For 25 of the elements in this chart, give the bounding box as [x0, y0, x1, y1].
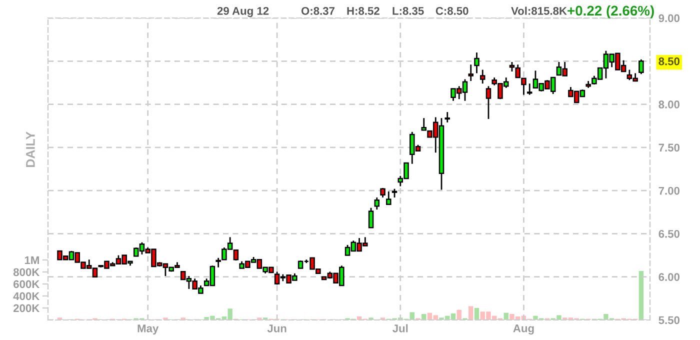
y2-tick-label: 400K: [13, 292, 40, 300]
text: O:8.37: [301, 7, 334, 15]
text: L:8.35: [392, 7, 424, 15]
x-tick-label: Jul: [392, 324, 408, 332]
x-tick-label: May: [138, 324, 159, 335]
y-tick-label: 5.50: [658, 316, 680, 324]
y2-tick-label: 1M: [24, 256, 39, 264]
y-tick-label: 8.50: [658, 57, 680, 66]
y2-tick-label: 800K: [13, 268, 40, 276]
y2-tick-label: 200K: [13, 304, 40, 312]
y2-tick-label: 600K: [14, 280, 40, 288]
text: C:8.50: [436, 7, 468, 15]
y-tick-label: 8.00: [658, 100, 680, 108]
x-tick-label: Jun: [267, 324, 286, 332]
text: H:8.52: [347, 7, 380, 15]
text: Vol:815.8K: [511, 6, 567, 15]
x-tick-label: Aug: [513, 324, 534, 335]
annotation: +0.22 (2.66%): [568, 5, 654, 18]
y-tick-label: 6.00: [658, 273, 680, 281]
text: DAILY: [26, 132, 35, 167]
y-tick-label: 6.50: [658, 230, 680, 238]
y-tick-label: 7.00: [658, 186, 680, 195]
y-tick-label: 9.00: [658, 14, 680, 22]
text: 29 Aug 12: [217, 6, 269, 18]
y-tick-label: 7.50: [658, 144, 680, 152]
